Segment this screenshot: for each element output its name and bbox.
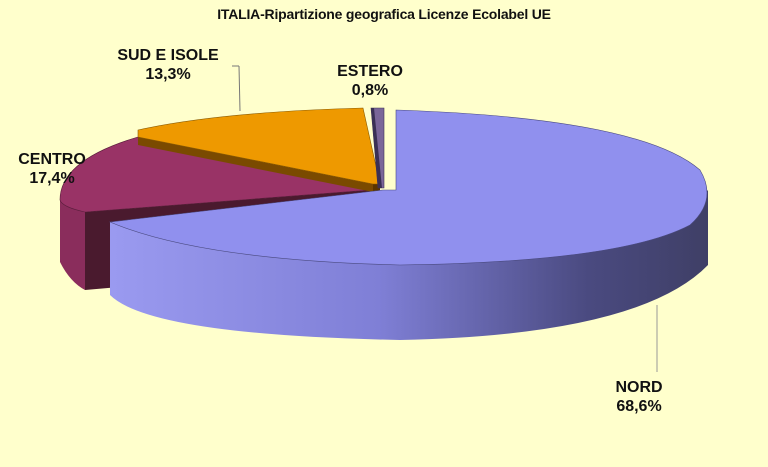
label-centro-pct: 17,4% xyxy=(29,170,75,187)
chart-title: ITALIA-Ripartizione geografica Licenze E… xyxy=(217,6,551,22)
label-estero-pct: 0,8% xyxy=(351,82,389,99)
label-centro-name: CENTRO xyxy=(18,151,86,168)
slice-estero xyxy=(370,107,385,189)
slice-nord xyxy=(108,109,708,340)
label-sud-isole-pct: 13,3% xyxy=(145,66,191,83)
label-centro: CENTRO 17,4% xyxy=(2,150,102,188)
label-nord-pct: 68,6% xyxy=(616,398,662,415)
label-sud-isole: SUD E ISOLE 13,3% xyxy=(98,46,238,84)
leader-line-sud-vertical xyxy=(238,65,241,112)
label-estero-name: ESTERO xyxy=(337,63,403,80)
label-estero: ESTERO 0,8% xyxy=(320,62,420,100)
slice-sud-isole xyxy=(137,107,381,192)
label-nord: NORD 68,6% xyxy=(594,378,684,416)
label-sud-isole-name: SUD E ISOLE xyxy=(117,47,219,64)
label-nord-name: NORD xyxy=(615,379,663,396)
